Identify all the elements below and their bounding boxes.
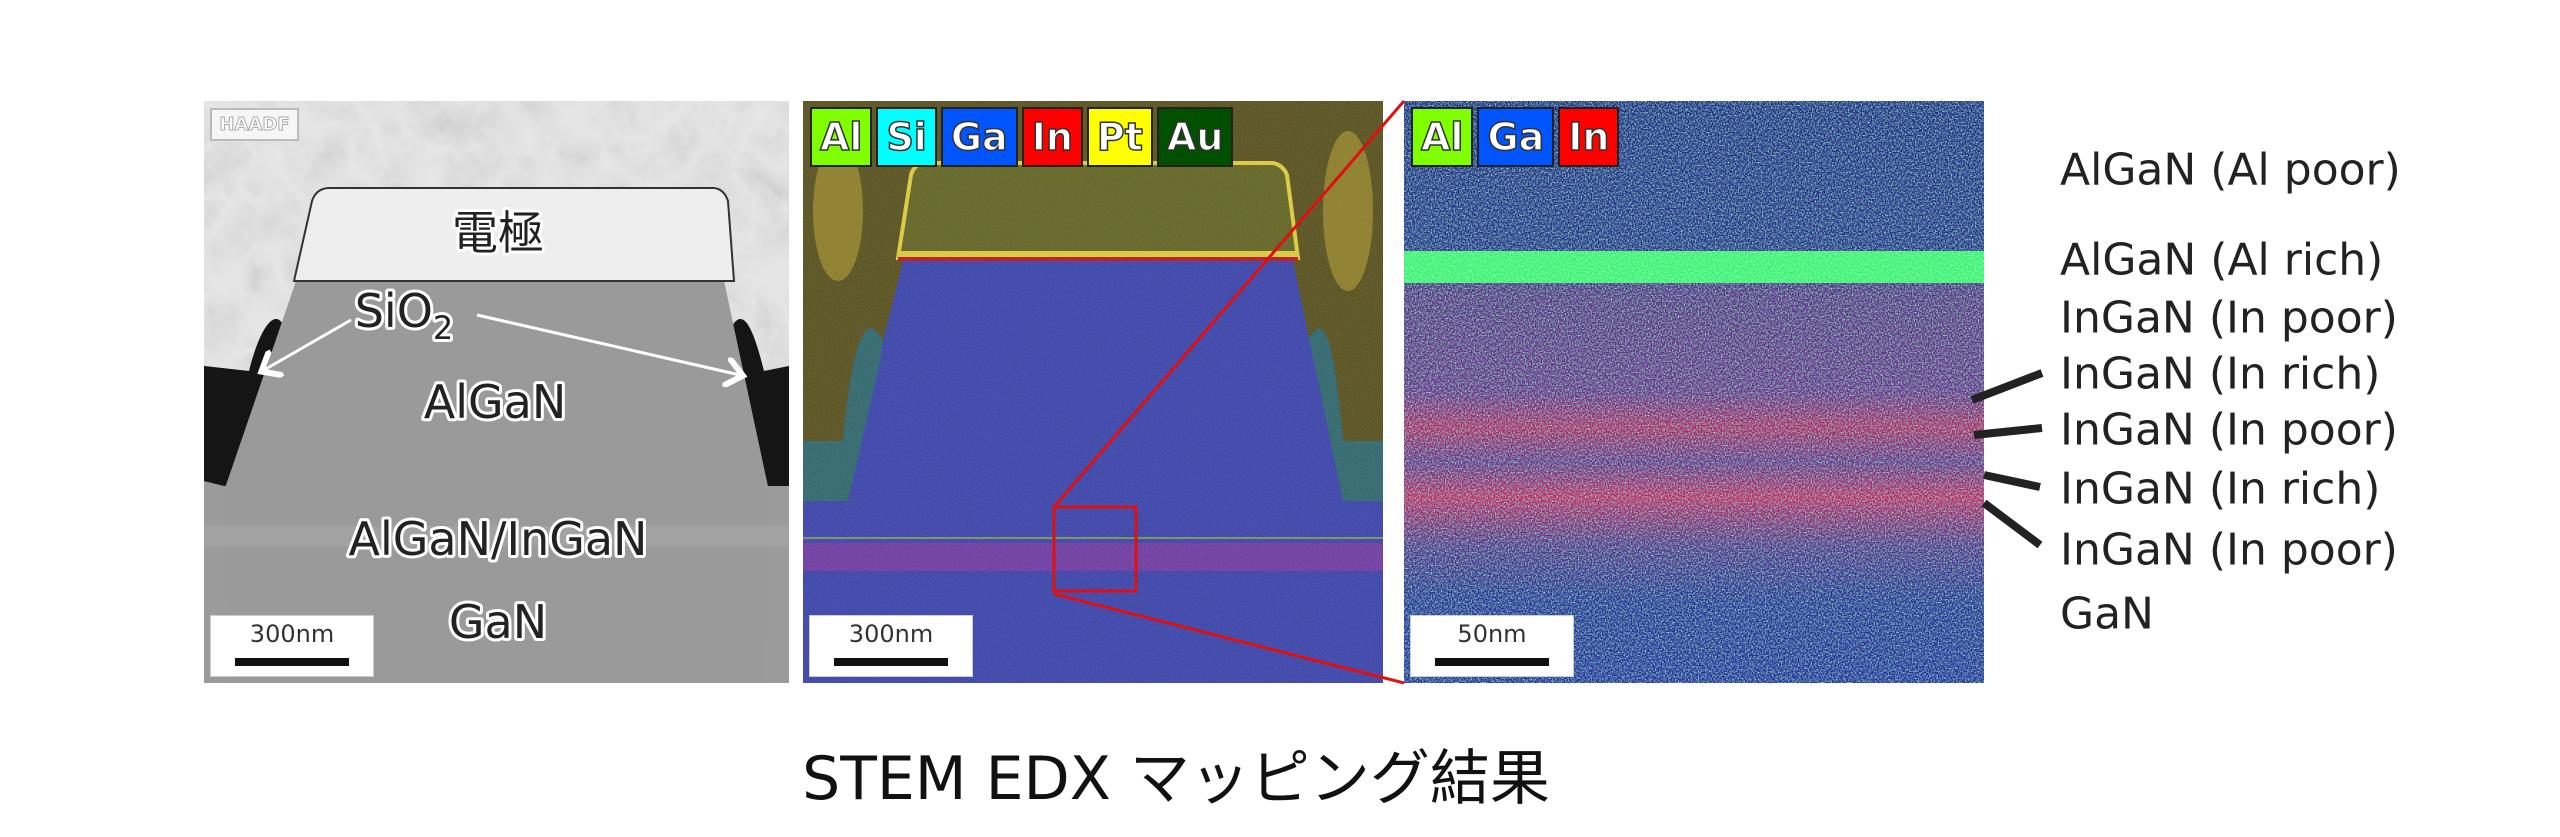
scale-bar-label: 300nm: [249, 620, 335, 648]
layer-label: AlGaN (Al rich): [2060, 234, 2384, 286]
legend-pt: Pt: [1086, 107, 1153, 167]
leader-line: [1983, 471, 2041, 491]
layer-label: InGaN (In poor): [2060, 292, 2398, 344]
scale-bar-label: 50nm: [1457, 620, 1527, 648]
legend-in: In: [1558, 107, 1620, 167]
sio2-arrow-right: [476, 313, 740, 375]
legend-al: Al: [810, 107, 873, 167]
layer-label: GaN: [2060, 588, 2154, 640]
scale-bar: 50nm: [1410, 615, 1574, 677]
haadf-tag: HAADF: [210, 108, 299, 141]
zoom-edx-image: [1404, 101, 1984, 683]
legend-ga: Ga: [940, 107, 1018, 167]
sio2-arrow-left: [264, 318, 352, 370]
layer-label: InGaN (In poor): [2060, 524, 2398, 576]
leader-line: [1973, 424, 2043, 439]
scale-bar: 300nm: [809, 615, 973, 677]
haadf-image: 電極 SiO2 AlGaN AlGaN/InGaN GaN: [204, 101, 789, 683]
layer-label: InGaN (In poor): [2060, 404, 2398, 456]
label-algan-ingan: AlGaN/InGaN: [349, 512, 648, 566]
edx-map-image: [803, 101, 1383, 683]
scale-bar-label: 300nm: [848, 620, 934, 648]
edx-map-panel: Al Si Ga In Pt Au 300nm: [803, 101, 1383, 683]
layer-label: AlGaN (Al poor): [2060, 144, 2401, 196]
legend-si: Si: [876, 107, 937, 167]
element-legend: Al Ga In: [1411, 107, 1620, 167]
haadf-image-panel: 電極 SiO2 AlGaN AlGaN/InGaN GaN HAADF 300n…: [204, 101, 789, 683]
layer-label: InGaN (In rich): [2060, 348, 2381, 400]
zoom-edx-panel: Al Ga In 50nm: [1404, 101, 1984, 683]
legend-al: Al: [1411, 107, 1474, 167]
legend-ga: Ga: [1477, 107, 1555, 167]
label-algan: AlGaN: [424, 375, 567, 429]
label-electrode: 電極: [452, 206, 544, 260]
label-gan: GaN: [449, 595, 547, 649]
figure-caption: STEM EDX マッピング結果: [802, 744, 1550, 814]
leader-line: [1981, 499, 2043, 549]
label-sio2: SiO2: [355, 284, 454, 347]
element-legend: Al Si Ga In Pt Au: [810, 107, 1234, 167]
scale-bar: 300nm: [210, 615, 374, 677]
legend-in: In: [1021, 107, 1083, 167]
legend-au: Au: [1156, 107, 1234, 167]
layer-label: InGaN (In rich): [2060, 463, 2381, 515]
